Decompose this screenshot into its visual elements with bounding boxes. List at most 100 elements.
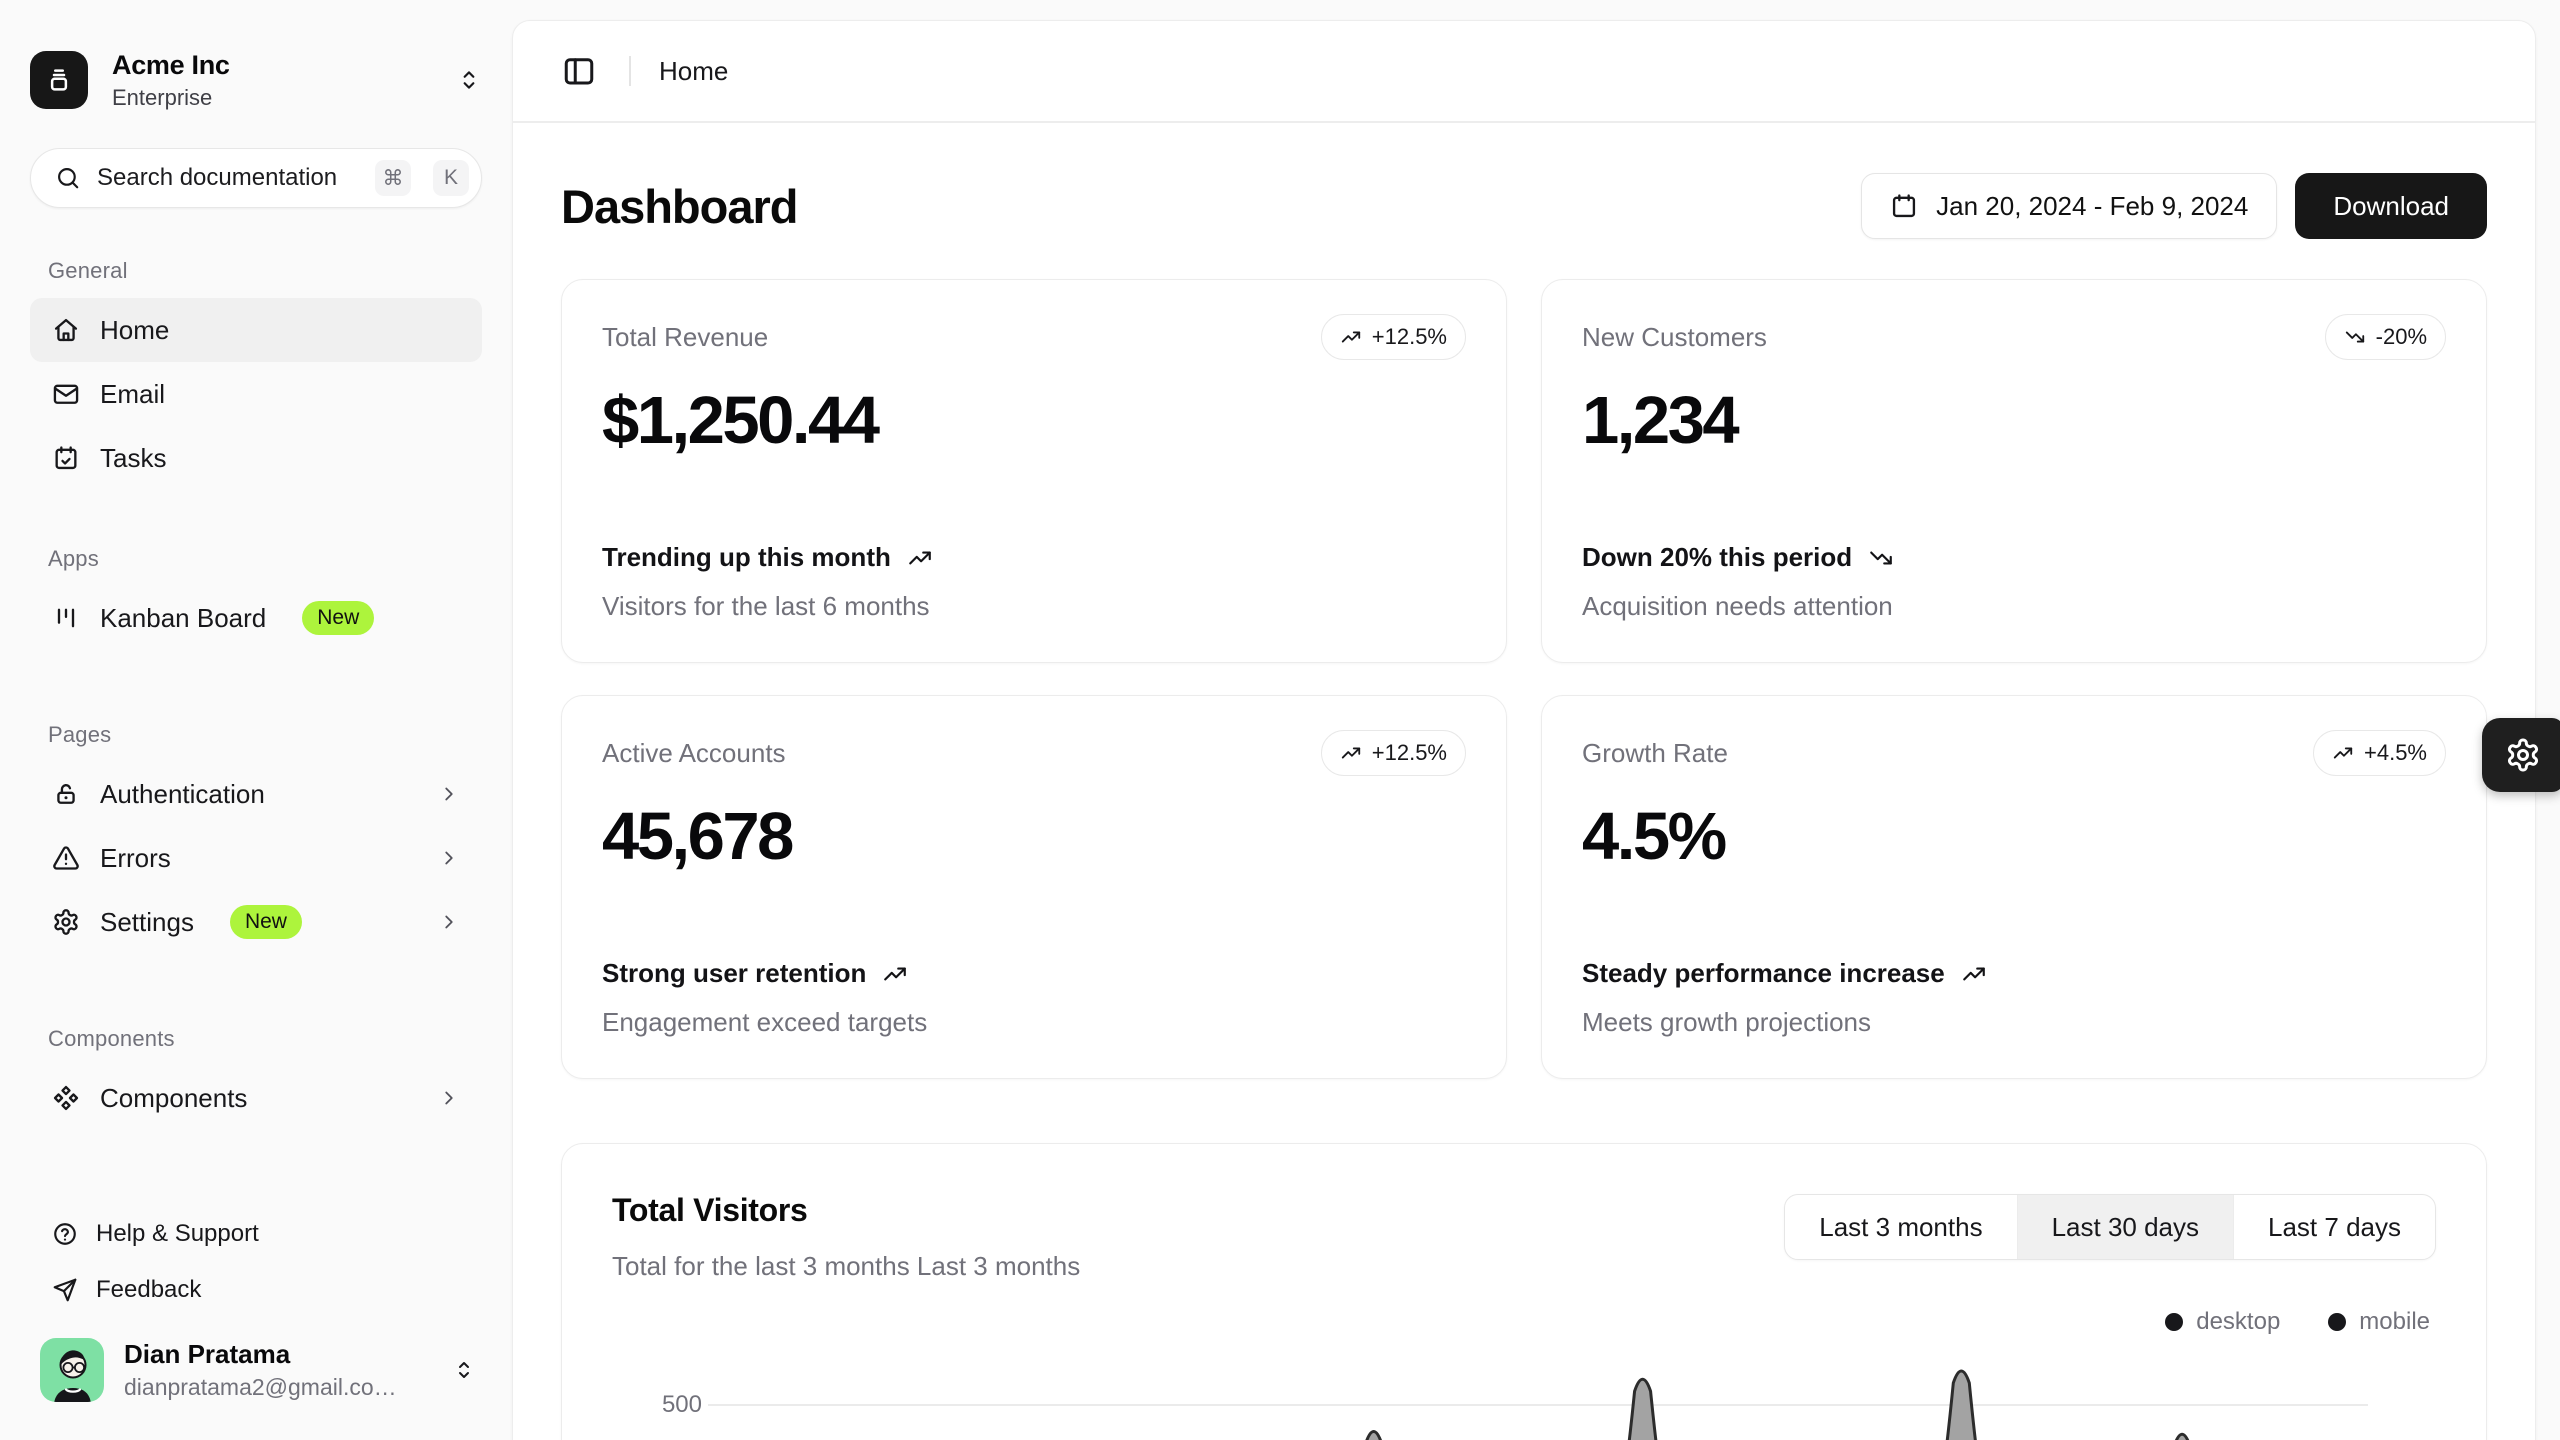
stat-subline: Acquisition needs attention xyxy=(1582,591,1893,621)
kanban-icon xyxy=(57,608,75,628)
user-name: Dian Pratama xyxy=(124,1339,291,1369)
sidebar-item-feedback[interactable]: Feedback xyxy=(30,1262,482,1318)
sidebar-item-authentication[interactable]: Authentication xyxy=(30,762,482,826)
trend-badge: +4.5% xyxy=(2313,730,2446,776)
sidebar-item-label: Errors xyxy=(100,842,171,873)
section-label-components: Components xyxy=(48,1026,175,1051)
component-icon xyxy=(53,1085,79,1111)
search-input[interactable]: Search documentation ⌘ K xyxy=(30,148,482,208)
download-button[interactable]: Download xyxy=(2295,173,2487,239)
trending-up-icon xyxy=(1962,967,1985,980)
stat-card-new-customers: New Customers -20% 1,234 Down 20% this p… xyxy=(1541,279,2487,663)
org-logo xyxy=(30,51,88,109)
section-label-pages: Pages xyxy=(48,722,112,747)
tab-last-3-months[interactable]: Last 3 months xyxy=(1819,1211,1983,1242)
chart-legend: desktop mobile xyxy=(2165,1308,2430,1336)
user-menu[interactable]: Dian Pratama dianpratama2@gmail.co… xyxy=(30,1328,482,1412)
date-range-picker[interactable]: Jan 20, 2024 - Feb 9, 2024 xyxy=(1861,173,2278,239)
legend-dot-desktop xyxy=(2165,1313,2184,1331)
gear-icon xyxy=(2508,738,2538,772)
nav-general: Home Email Tasks xyxy=(30,298,482,490)
send-icon xyxy=(53,1278,77,1302)
sidebar-item-tasks[interactable]: Tasks xyxy=(30,426,482,490)
gear-icon xyxy=(54,909,78,935)
house-icon xyxy=(54,318,78,342)
sidebar-item-email[interactable]: Email xyxy=(30,362,482,426)
legend-dot-mobile xyxy=(2328,1313,2347,1331)
org-logo-icon xyxy=(50,69,68,91)
org-switcher[interactable]: Acme Inc Enterprise xyxy=(30,40,482,120)
lock-open-icon xyxy=(57,784,75,804)
sidebar-item-components[interactable]: Components xyxy=(30,1066,482,1130)
search-placeholder: Search documentation xyxy=(97,164,338,191)
stat-value: 45,678 xyxy=(602,799,794,874)
sidebar-item-errors[interactable]: Errors xyxy=(30,826,482,890)
calendar-check-icon xyxy=(55,446,77,470)
stat-value: $1,250.44 xyxy=(602,383,880,458)
stat-footline: Steady performance increase xyxy=(1582,958,2446,989)
date-range-label: Jan 20, 2024 - Feb 9, 2024 xyxy=(1936,190,2249,221)
stat-value: 1,234 xyxy=(1582,383,1740,458)
chevron-right-icon xyxy=(445,1091,453,1105)
main-panel: Home Dashboard Jan 20, 2024 - Feb 9, 202… xyxy=(512,20,2536,1440)
theme-settings-button[interactable] xyxy=(2482,718,2560,792)
circle-help-icon xyxy=(54,1223,76,1245)
stat-card-total-revenue: Total Revenue +12.5% $1,250.44 Trending … xyxy=(561,279,1507,663)
sidebar-item-label: Email xyxy=(100,378,166,409)
nav-components: Components xyxy=(30,1066,482,1130)
org-name: Acme Inc xyxy=(112,49,230,80)
sidebar-item-label: Help & Support xyxy=(96,1220,259,1247)
stats-grid: Total Revenue +12.5% $1,250.44 Trending … xyxy=(561,279,2487,1079)
sidebar-toggle-button[interactable] xyxy=(557,49,601,93)
sidebar-item-label: Kanban Board xyxy=(100,602,267,633)
panel-left-icon xyxy=(564,58,594,85)
stat-label: Growth Rate xyxy=(1582,738,1728,768)
section-label-apps: Apps xyxy=(48,546,99,571)
sidebar-item-home[interactable]: Home xyxy=(30,298,482,362)
stat-label: Total Revenue xyxy=(602,322,769,352)
trending-down-icon xyxy=(1870,551,1892,564)
kbd-k: K xyxy=(433,160,469,196)
visitors-chart[interactable]: desktop mobile 500 xyxy=(612,1296,2436,1440)
trending-up-icon xyxy=(909,551,931,564)
user-email: dianpratama2@gmail.co… xyxy=(124,1374,397,1400)
dashboard-content: Dashboard Jan 20, 2024 - Feb 9, 2024 Dow… xyxy=(513,123,2535,1440)
mail-icon xyxy=(53,384,79,404)
trending-down-icon xyxy=(2345,331,2364,343)
page-title: Dashboard xyxy=(561,179,798,233)
nav-pages: Authentication Errors Settings New xyxy=(30,762,482,954)
sidebar-item-settings[interactable]: Settings New xyxy=(30,890,482,954)
alert-triangle-icon xyxy=(53,846,79,870)
divider xyxy=(629,56,631,86)
avatar xyxy=(40,1338,104,1402)
visitors-chart-svg xyxy=(1365,1369,2190,1440)
gridline-500 xyxy=(708,1404,2368,1406)
range-tabs: Last 3 months Last 30 days Last 7 days xyxy=(1784,1194,2436,1260)
search-icon xyxy=(58,168,79,189)
sidebar-item-label: Settings xyxy=(100,906,194,937)
trend-badge: +12.5% xyxy=(1320,314,1466,360)
calendar-icon xyxy=(1893,194,1916,218)
breadcrumb[interactable]: Home xyxy=(659,55,729,86)
tab-last-7-days[interactable]: Last 7 days xyxy=(2233,1195,2435,1259)
stat-footline: Strong user retention xyxy=(602,958,1466,989)
sidebar-item-label: Home xyxy=(100,314,170,345)
stat-label: New Customers xyxy=(1582,322,1767,352)
tab-last-30-days[interactable]: Last 30 days xyxy=(2016,1195,2234,1259)
stat-subline: Visitors for the last 6 months xyxy=(602,591,930,621)
sidebar-item-label: Tasks xyxy=(100,442,167,473)
stat-card-growth-rate: Growth Rate +4.5% 4.5% Steady performanc… xyxy=(1541,695,2487,1079)
chevron-right-icon xyxy=(445,787,453,801)
stat-label: Active Accounts xyxy=(602,738,786,768)
chart-subtitle: Total for the last 3 months Last 3 month… xyxy=(612,1251,1081,1281)
chevrons-up-down-icon xyxy=(459,1362,469,1378)
chevron-right-icon xyxy=(445,851,453,865)
stat-footline: Down 20% this period xyxy=(1582,542,2446,573)
sidebar-item-help-support[interactable]: Help & Support xyxy=(30,1206,482,1262)
sidebar-item-label: Feedback xyxy=(96,1276,202,1303)
org-plan: Enterprise xyxy=(112,85,213,110)
legend-item-mobile: mobile xyxy=(2328,1308,2430,1336)
sidebar-item-label: Authentication xyxy=(100,778,265,809)
sidebar-item-kanban-board[interactable]: Kanban Board New xyxy=(30,586,482,650)
trend-badge: -20% xyxy=(2324,314,2446,360)
